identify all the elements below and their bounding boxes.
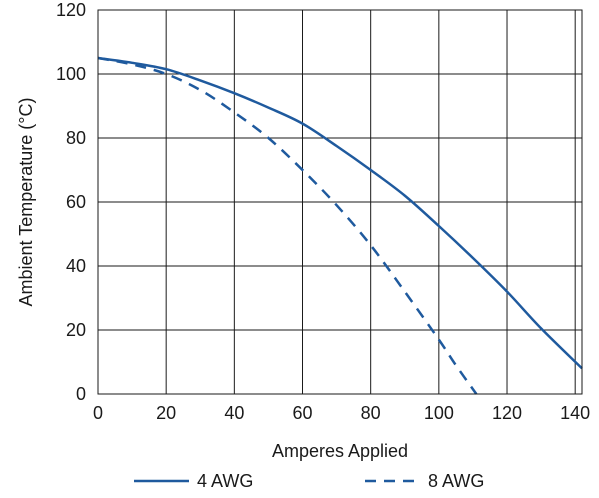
- x-tick-label: 120: [492, 403, 522, 423]
- y-tick-label: 0: [76, 384, 86, 404]
- x-tick-label: 60: [292, 403, 312, 423]
- x-tick-label: 100: [424, 403, 454, 423]
- series-line-2: [97, 56, 478, 395]
- x-axis-ticks: 0 20 40 60 80 100 120 140: [93, 403, 590, 423]
- series-line-1: [97, 56, 583, 370]
- x-tick-label: 40: [224, 403, 244, 423]
- y-tick-label: 40: [66, 256, 86, 276]
- y-tick-label: 100: [56, 64, 86, 84]
- y-tick-label: 60: [66, 192, 86, 212]
- x-tick-label: 80: [361, 403, 381, 423]
- legend-label-2: 8 AWG: [428, 471, 484, 491]
- legend: 4 AWG 8 AWG: [134, 471, 484, 491]
- y-tick-label: 120: [56, 0, 86, 20]
- x-tick-label: 20: [156, 403, 176, 423]
- y-axis-ticks: 0 20 40 60 80 100 120: [56, 0, 86, 404]
- y-tick-label: 20: [66, 320, 86, 340]
- y-axis-label: Ambient Temperature (°C): [16, 98, 36, 307]
- legend-label-1: 4 AWG: [197, 471, 253, 491]
- plot-frame: [97, 9, 583, 395]
- x-axis-label: Amperes Applied: [272, 441, 408, 461]
- y-tick-label: 80: [66, 128, 86, 148]
- grid: [97, 9, 582, 395]
- x-tick-label: 140: [560, 403, 590, 423]
- series-layer: [97, 56, 583, 395]
- x-tick-label: 0: [93, 403, 103, 423]
